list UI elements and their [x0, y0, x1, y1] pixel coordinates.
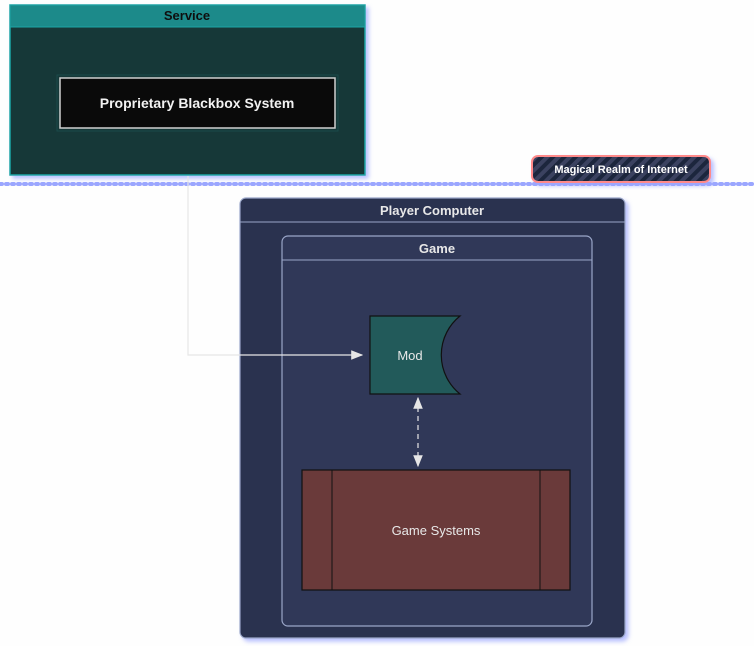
player-computer-title: Player Computer	[380, 203, 484, 218]
game-systems-node: Game Systems	[302, 470, 570, 590]
service-title: Service	[164, 8, 210, 23]
diagram-canvas: Service Proprietary Blackbox System Magi…	[0, 0, 754, 646]
game-systems-label: Game Systems	[392, 523, 481, 538]
blackbox-node: Proprietary Blackbox System	[57, 75, 338, 131]
blackbox-label: Proprietary Blackbox System	[100, 95, 295, 111]
mod-label: Mod	[397, 348, 422, 363]
magical-realm-label: Magical Realm of Internet	[554, 164, 688, 176]
magical-realm-node: Magical Realm of Internet	[532, 156, 710, 182]
game-title: Game	[419, 241, 455, 256]
